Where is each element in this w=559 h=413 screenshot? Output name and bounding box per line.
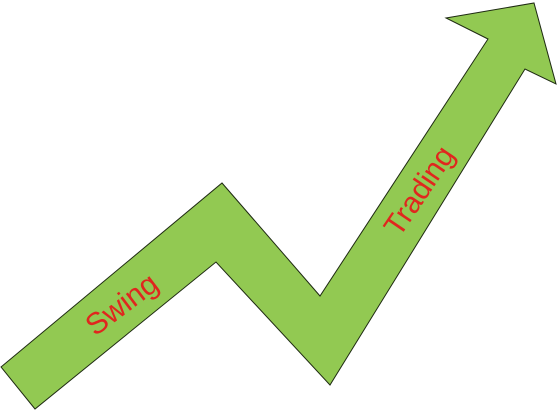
swing-trading-diagram: Swing Trading [0,2,557,410]
zigzag-up-arrow-icon [0,2,557,410]
